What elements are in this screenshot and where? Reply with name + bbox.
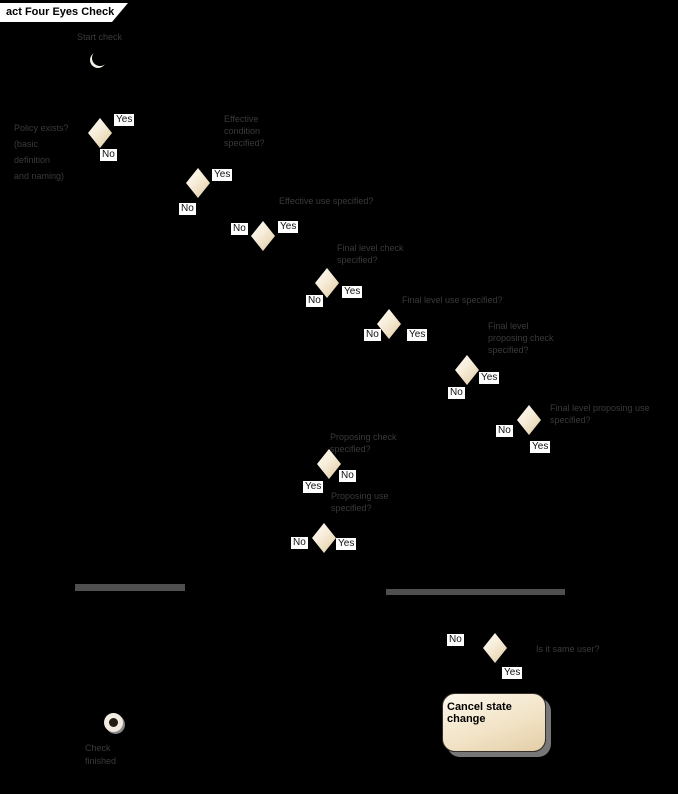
join-bar-right[interactable] xyxy=(386,589,565,595)
guard-yes-10: Yes xyxy=(502,667,523,679)
guard-no-1: No xyxy=(100,149,117,161)
diagram-frame-tab: act Four Eyes Check xyxy=(0,3,128,22)
decision-node-1[interactable] xyxy=(88,118,112,148)
start-label: Start check xyxy=(77,32,123,42)
decision-question-6: Final level proposing check specified? xyxy=(488,321,554,355)
decision-node-3[interactable] xyxy=(251,221,275,251)
guard-yes-1: Yes xyxy=(114,114,135,126)
final-label: Check finished xyxy=(85,743,117,766)
decision-node-6[interactable] xyxy=(455,355,479,385)
decision-node-2[interactable] xyxy=(186,168,210,198)
guard-yes-3: Yes xyxy=(278,221,299,233)
guard-yes-4: Yes xyxy=(342,286,363,298)
guard-no-2: No xyxy=(179,203,196,215)
cancel-state-change-label: Cancel state change xyxy=(447,701,512,725)
decision-node-4[interactable] xyxy=(315,268,339,298)
decision-node-9[interactable] xyxy=(312,523,336,553)
guard-no-4: No xyxy=(306,295,323,307)
guard-no-3: No xyxy=(231,223,248,235)
guard-no-8: No xyxy=(339,470,356,482)
guard-no-6: No xyxy=(448,387,465,399)
decision-question-2: Effective condition specified? xyxy=(224,114,265,148)
decision-question-1: Policy exists? (basic definition and nam… xyxy=(14,123,69,181)
initial-node-body xyxy=(92,50,108,66)
decision-question-3: Effective use specified? xyxy=(279,196,374,206)
guard-yes-2: Yes xyxy=(212,169,233,181)
decision-question-8: Proposing check specified? xyxy=(330,432,397,454)
activity-final-icon[interactable] xyxy=(104,713,123,732)
guard-yes-9: Yes xyxy=(336,538,357,550)
decision-question-9: Proposing use specified? xyxy=(331,491,389,513)
decision-question-10: Is it same user? xyxy=(536,644,600,654)
decision-question-5: Final level use specified? xyxy=(402,295,503,305)
decision-question-4: Final level check specified? xyxy=(337,243,404,265)
guard-no-9: No xyxy=(291,537,308,549)
guard-no-5: No xyxy=(364,329,381,341)
guard-yes-8: Yes xyxy=(303,481,324,493)
guard-yes-7: Yes xyxy=(530,441,551,453)
initial-node-icon[interactable] xyxy=(90,49,110,69)
decision-question-7: Final level proposing use specified? xyxy=(550,403,650,425)
guard-no-7: No xyxy=(496,425,513,437)
cancel-state-change-action[interactable]: Cancel state change xyxy=(442,693,546,752)
decision-node-10[interactable] xyxy=(483,633,507,663)
guard-yes-6: Yes xyxy=(479,372,500,384)
decision-node-7[interactable] xyxy=(517,405,541,435)
guard-no-10: No xyxy=(447,634,464,646)
join-bar-left[interactable] xyxy=(75,584,185,591)
guard-yes-5: Yes xyxy=(407,329,428,341)
